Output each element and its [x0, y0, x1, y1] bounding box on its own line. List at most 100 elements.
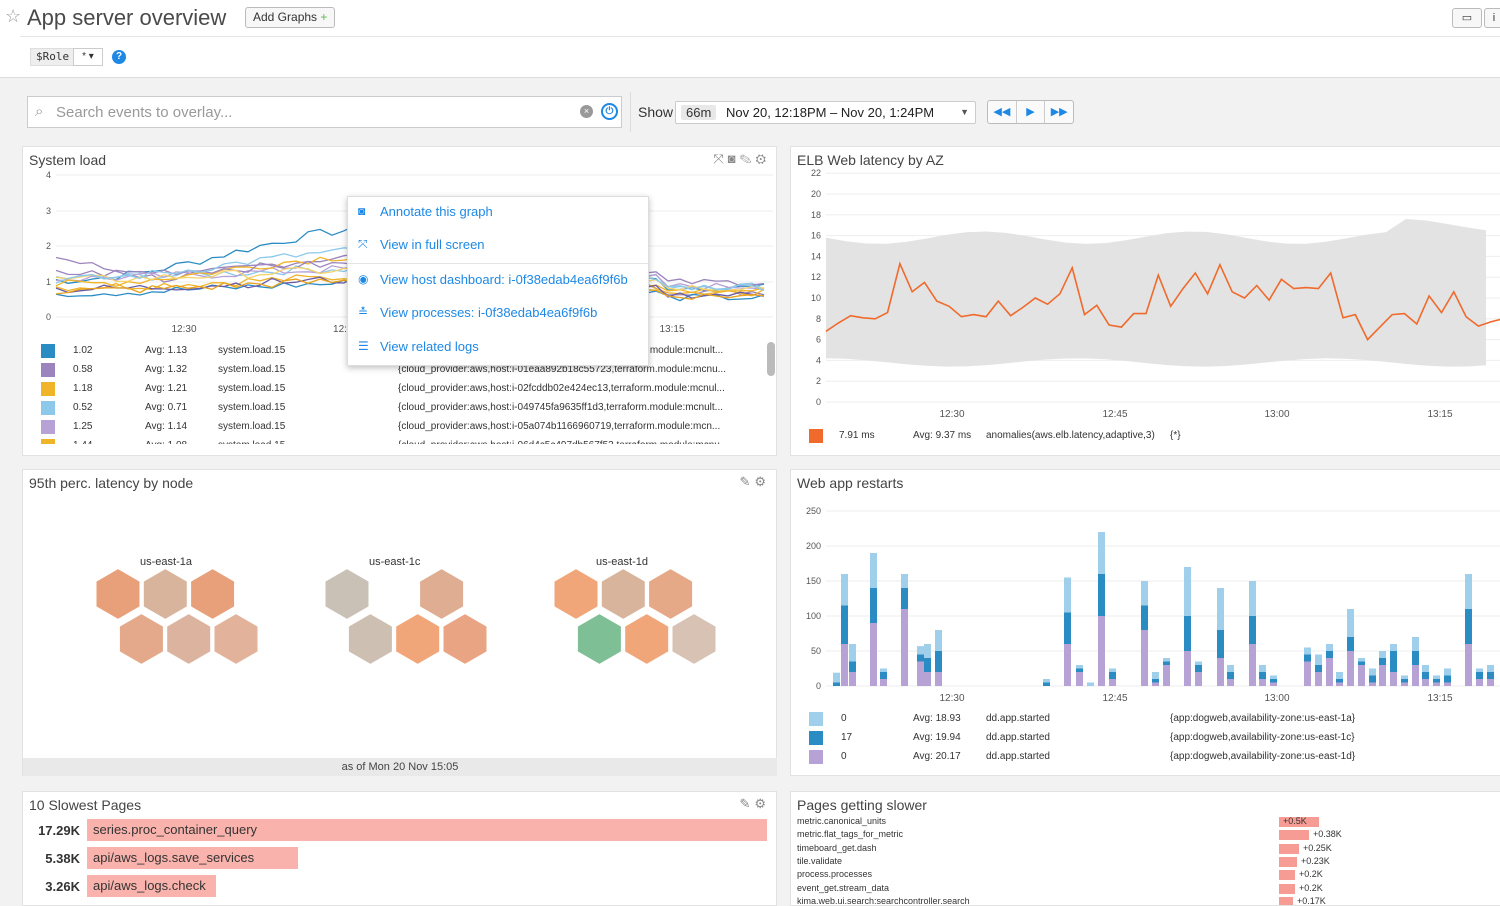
y-tick: 2	[46, 241, 51, 251]
legend-avg: Avg: 1.32	[145, 364, 188, 375]
bar-segment	[1304, 661, 1311, 686]
bar-segment	[1184, 616, 1191, 651]
change-bar	[1279, 870, 1295, 881]
pencil-icon[interactable]: ✎	[739, 151, 756, 166]
context-menu-item[interactable]: ≛ View processes: i-0f38edab4ea6f9f6b	[348, 300, 648, 328]
bar-segment	[1227, 672, 1234, 679]
toplist-value: 3.26K	[45, 879, 80, 894]
change-row[interactable]: metric.canonical_units +0.5K	[797, 816, 1497, 829]
gear-icon[interactable]: ⚙	[755, 151, 770, 166]
timeframe-select[interactable]: 66m Nov 20, 12:18PM – Nov 20, 1:24PM ▼	[675, 101, 976, 124]
change-row[interactable]: tile.validate +0.23K	[797, 856, 1497, 869]
legend-row[interactable]: 1.25 Avg: 1.14 system.load.15 {cloud_provid…	[41, 418, 761, 436]
legend-row[interactable]: 17 Avg: 19.94 dd.app.started {app:dogweb,av…	[809, 729, 1489, 747]
legend-row[interactable]: 1.44 Avg: 1.08 system.load.15 {cloud_provid…	[41, 437, 761, 444]
change-label: event_get.stream_data	[797, 882, 890, 893]
toplist-row[interactable]: 17.29K series.proc_container_query	[23, 819, 777, 843]
x-tick: 12:45	[1102, 693, 1127, 704]
y-tick: 4	[46, 170, 51, 180]
series-swatch	[809, 731, 823, 745]
bar-segment	[901, 574, 908, 588]
context-menu-item[interactable]: ◉ View host dashboard: i-0f38edab4ea6f9f6…	[348, 267, 648, 295]
legend-row[interactable]: 1.18 Avg: 1.21 system.load.15 {cloud_provid…	[41, 380, 761, 398]
pencil-icon[interactable]: ✎	[739, 474, 755, 489]
change-row[interactable]: metric.flat_tags_for_metric +0.38K	[797, 829, 1497, 842]
x-tick: 13:00	[1264, 693, 1289, 704]
change-row[interactable]: event_get.stream_data +0.2K	[797, 883, 1497, 896]
bar-segment	[1358, 658, 1365, 662]
legend-row[interactable]: 0 Avg: 18.93 dd.app.started {app:dogweb,ava…	[809, 710, 1489, 728]
change-value: +0.38K	[1313, 829, 1342, 840]
series-swatch	[809, 750, 823, 764]
change-label: metric.flat_tags_for_metric	[797, 829, 904, 840]
context-menu-item[interactable]: ⤧ View in full screen	[348, 232, 648, 260]
legend-row[interactable]: 0.58 Avg: 1.32 system.load.15 {cloud_provid…	[41, 361, 761, 379]
gear-icon[interactable]: ⚙	[754, 474, 770, 489]
hostmap-hexagons[interactable]	[23, 565, 778, 765]
legend-scrollbar[interactable]	[767, 342, 775, 376]
bar-segment	[1098, 532, 1105, 574]
group-label: us-east-1c	[369, 556, 421, 568]
bar-segment	[917, 646, 924, 655]
host-icon: ◉	[358, 272, 369, 286]
legend-avg: Avg: 1.14	[145, 421, 188, 432]
toplist-row[interactable]: 3.26K api/aws_logs.check	[23, 875, 777, 899]
change-bar	[1279, 817, 1319, 827]
change-row[interactable]: kima.web.ui.search:searchcontroller.sear…	[797, 896, 1497, 905]
bar-segment	[1369, 682, 1376, 686]
rewind-icon[interactable]: ◀◀	[988, 101, 1017, 123]
legend-tags: {cloud_provider:aws,host:i-01eaa892b18c5…	[398, 364, 726, 375]
bar-segment	[1433, 675, 1440, 679]
change-row[interactable]: process.processes +0.2K	[797, 869, 1497, 882]
legend-tags: {app:dogweb,availability-zone:us-east-1c…	[1170, 732, 1355, 743]
expand-icon: ⤧	[358, 237, 368, 251]
legend-row[interactable]: 0.52 Avg: 0.71 system.load.15 {cloud_provid…	[41, 399, 761, 417]
bar-segment	[1152, 672, 1159, 679]
change-row[interactable]: timeboard_get.dash +0.25K	[797, 843, 1497, 856]
template-variable-select[interactable]: * ▾	[73, 48, 103, 66]
bar-segment	[1358, 661, 1365, 665]
power-icon[interactable]: ⏻	[601, 103, 618, 120]
help-icon[interactable]: ?	[112, 50, 126, 64]
y-tick: 0	[816, 681, 821, 691]
panel-title: Pages getting slower	[797, 797, 927, 813]
expand-icon[interactable]: ⤧	[713, 151, 728, 166]
change-bar	[1279, 843, 1299, 854]
panel-title: System load	[29, 152, 107, 168]
bar-segment	[849, 661, 856, 672]
x-tick: 13:15	[1427, 409, 1452, 420]
restarts-chart[interactable]: 250 200 150 100 50 0 12:30 12:45 13:00 13:15	[791, 492, 1500, 732]
series-swatch	[41, 363, 55, 377]
bar-segment	[1369, 668, 1376, 676]
host-hexagon	[165, 611, 213, 667]
dashboard-header: ☆ App server overview Add Graphs + ▭ i $…	[0, 0, 1500, 78]
camera-icon[interactable]: ◙	[727, 151, 740, 166]
bar-segment	[1217, 588, 1224, 630]
y-tick: 0	[46, 312, 51, 322]
change-value: +0.23K	[1301, 855, 1330, 866]
tv-mode-icon[interactable]: ▭	[1452, 8, 1482, 28]
context-menu-item[interactable]: ◙ Annotate this graph	[348, 199, 648, 227]
context-menu-item[interactable]: ☰ View related logs	[348, 334, 648, 362]
gear-icon[interactable]: ⚙	[754, 796, 770, 811]
play-icon[interactable]: ▶	[1017, 101, 1046, 123]
legend-row[interactable]: 0 Avg: 20.17 dd.app.started {app:dogweb,ava…	[809, 748, 1489, 766]
bar-segment	[1249, 581, 1256, 616]
add-graphs-button[interactable]: Add Graphs +	[245, 7, 336, 28]
legend-avg: Avg: 1.21	[145, 383, 188, 394]
bar-segment	[1184, 651, 1191, 686]
fast-forward-icon[interactable]: ▶▶	[1050, 106, 1068, 118]
favorite-star-icon[interactable]: ☆	[5, 6, 22, 26]
restarts-legend: 0 Avg: 18.93 dd.app.started {app:dogweb,ava…	[809, 710, 1489, 770]
bar-segment	[1195, 661, 1202, 665]
bar-segment	[1336, 682, 1343, 686]
clear-icon[interactable]: ×	[580, 105, 593, 118]
event-search-input[interactable]	[56, 101, 556, 123]
bar-segment	[924, 672, 931, 686]
bar-segment	[1336, 679, 1343, 683]
toplist-row[interactable]: 5.38K api/aws_logs.save_services	[23, 847, 777, 871]
info-icon[interactable]: i	[1484, 8, 1500, 28]
bar-segment	[1444, 668, 1451, 676]
pencil-icon[interactable]: ✎	[739, 796, 755, 811]
